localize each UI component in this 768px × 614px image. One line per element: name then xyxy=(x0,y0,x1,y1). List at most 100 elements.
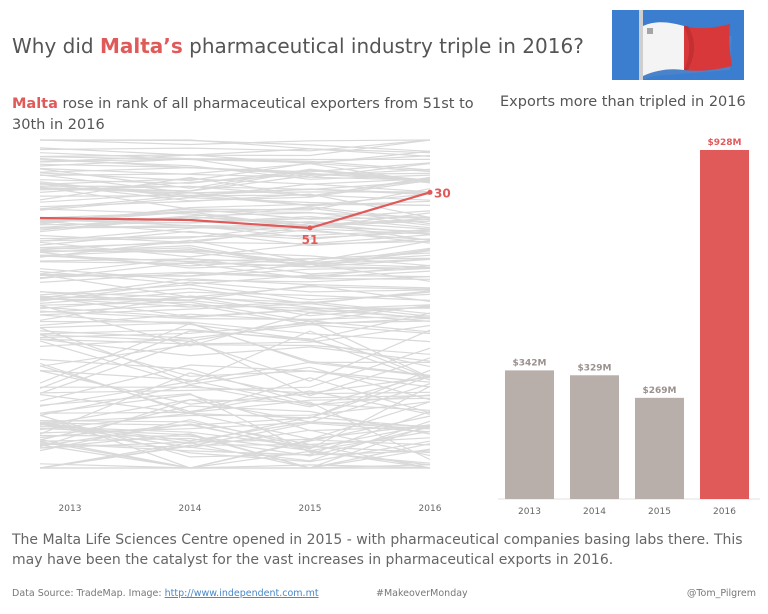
hashtag: #MakeoverMonday xyxy=(376,588,468,599)
malta-series-line xyxy=(40,191,431,230)
background-line xyxy=(40,239,431,263)
bar-value-label-2014: $329M xyxy=(577,363,611,373)
background-line xyxy=(40,267,431,277)
title-pre: Why did xyxy=(12,34,100,58)
background-line xyxy=(40,420,431,462)
background-line xyxy=(40,312,431,341)
background-line xyxy=(40,270,431,283)
background-line xyxy=(40,274,431,298)
background-line xyxy=(40,298,431,314)
background-line xyxy=(40,281,431,302)
background-line xyxy=(40,423,431,457)
author: @Tom_Pilgrem xyxy=(686,588,756,599)
bar-tick-2015: 2015 xyxy=(648,507,671,517)
malta-point-2016 xyxy=(427,189,433,195)
background-line xyxy=(40,169,431,184)
background-line xyxy=(40,416,431,445)
bar-2014 xyxy=(570,375,619,499)
background-line xyxy=(40,174,431,194)
background-line xyxy=(40,225,431,249)
source-link[interactable]: http://www.independent.com.mt xyxy=(164,588,319,599)
background-line xyxy=(40,423,431,463)
title-highlight: Malta’s xyxy=(99,34,183,58)
background-line xyxy=(40,162,431,182)
background-line xyxy=(40,139,431,154)
background-line xyxy=(40,278,431,299)
background-line xyxy=(40,207,431,225)
background-line xyxy=(40,179,431,202)
background-line xyxy=(40,229,431,240)
background-line xyxy=(40,340,431,401)
bar-tick-2013: 2013 xyxy=(518,507,541,517)
background-line xyxy=(40,324,431,345)
rank-subtitle-text: rose in rank of all pharmaceutical expor… xyxy=(12,96,474,133)
background-line xyxy=(40,399,431,461)
background-line xyxy=(40,375,431,426)
background-line xyxy=(40,330,431,389)
background-line xyxy=(40,194,431,201)
background-line xyxy=(40,369,431,406)
slope-tick-2014: 2014 xyxy=(179,504,202,514)
footnote: The Malta Life Sciences Centre opened in… xyxy=(12,532,743,568)
background-line xyxy=(40,268,431,283)
background-line xyxy=(40,212,431,229)
rank-subtitle-highlight: Malta xyxy=(12,96,58,112)
background-line xyxy=(40,234,431,245)
source-prefix: Data Source: TradeMap. Image: xyxy=(12,588,165,599)
bar-tick-2016: 2016 xyxy=(713,507,736,517)
background-line xyxy=(40,180,431,194)
background-line xyxy=(40,322,431,377)
background-line xyxy=(40,401,431,423)
bar-value-label-2013: $342M xyxy=(512,358,546,368)
background-line xyxy=(40,329,431,394)
background-line xyxy=(40,364,431,402)
malta-point-2015 xyxy=(307,225,313,231)
background-line xyxy=(40,163,431,183)
background-line xyxy=(40,347,431,394)
background-line xyxy=(40,150,431,165)
bar-value-label-2016: $928M xyxy=(707,138,741,148)
background-line xyxy=(40,328,431,368)
background-line xyxy=(40,258,431,268)
background-line xyxy=(40,401,431,449)
background-line xyxy=(40,257,431,275)
background-line xyxy=(40,295,431,321)
slope-tick-2015: 2015 xyxy=(299,504,322,514)
background-line xyxy=(40,361,431,407)
background-line xyxy=(40,284,431,302)
bar-tick-2014: 2014 xyxy=(583,507,606,517)
slope-x-axis: 2013 2014 2015 2016 xyxy=(59,504,442,514)
slope-tick-2016: 2016 xyxy=(419,504,442,514)
background-line xyxy=(40,320,431,343)
background-line xyxy=(40,226,431,241)
background-line xyxy=(40,173,431,193)
page-title: Why did Malta’s pharmaceutical industry … xyxy=(12,34,584,58)
slope-tick-2013: 2013 xyxy=(59,504,82,514)
background-line xyxy=(40,362,431,415)
background-line xyxy=(40,323,431,339)
exports-bar-chart: $342M 2013 $329M 2014 $269M 2015 $928M 2016 xyxy=(498,138,760,517)
bar-value-label-2015: $269M xyxy=(642,386,676,396)
background-line xyxy=(40,358,431,411)
background-line xyxy=(40,139,431,152)
background-line xyxy=(40,194,431,210)
background-line xyxy=(40,248,431,264)
malta-label-2016: 30 xyxy=(434,186,451,200)
background-line xyxy=(40,162,431,178)
background-line xyxy=(40,210,431,226)
bar-2013 xyxy=(505,370,554,499)
bar-2015 xyxy=(635,397,684,499)
background-line xyxy=(40,327,431,383)
background-line xyxy=(40,414,431,469)
background-line xyxy=(40,176,431,201)
background-line xyxy=(40,247,431,267)
background-line xyxy=(40,208,431,227)
background-line xyxy=(40,158,431,181)
background-line xyxy=(40,393,431,464)
background-line xyxy=(40,287,431,305)
background-line xyxy=(40,148,431,163)
background-line xyxy=(40,438,431,469)
malta-flag-image xyxy=(612,10,744,80)
rank-subtitle: Malta rose in rank of all pharmaceutical… xyxy=(12,94,482,136)
rank-slope-chart: 51 30 2013 2014 2015 2016 xyxy=(40,139,451,514)
